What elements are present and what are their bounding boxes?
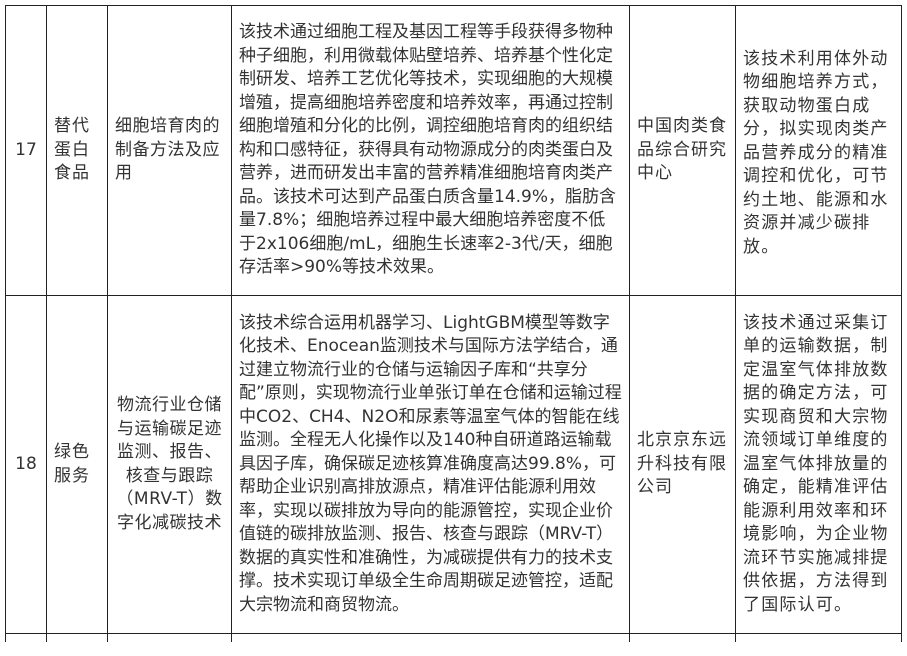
- technology-table: 17 替代蛋白食品 细胞培育肉的制备方法及应用 该技术通过细胞工程及基因工程等手…: [5, 5, 902, 642]
- technology-name-cell: 细胞培育肉的制备方法及应用: [107, 5, 232, 296]
- benefit-cell: 该技术利用体外动物细胞培养方式，获取动物蛋白成分，拟实现肉类产品营养成分的精准调…: [735, 5, 902, 296]
- next-row-stub: [5, 633, 902, 642]
- category-cell: 替代蛋白食品: [46, 5, 108, 296]
- empty-cell: [5, 633, 47, 642]
- empty-cell: [46, 633, 108, 642]
- empty-cell: [231, 633, 630, 642]
- description-cell: 该技术通过细胞工程及基因工程等手段获得多物种种子细胞，利用微载体贴壁培养、培养基…: [231, 5, 630, 296]
- organization-cell: 中国肉类食品综合研究中心: [629, 5, 736, 296]
- row-number: 17: [5, 5, 47, 296]
- technology-name-cell: 物流行业仓储与运输碳足迹监测、报告、核查与跟踪（MRV-T）数字化减碳技术: [107, 295, 232, 634]
- empty-cell: [735, 633, 902, 642]
- description-cell: 该技术综合运用机器学习、LightGBM模型等数字化技术、Enocean监测技术…: [231, 295, 630, 634]
- row-number: 18: [5, 295, 47, 634]
- category-cell: 绿色服务: [46, 295, 108, 634]
- table-row: 18 绿色服务 物流行业仓储与运输碳足迹监测、报告、核查与跟踪（MRV-T）数字…: [5, 295, 902, 634]
- table-row: 17 替代蛋白食品 细胞培育肉的制备方法及应用 该技术通过细胞工程及基因工程等手…: [5, 5, 902, 296]
- benefit-cell: 该技术通过采集订单的运输数据，制定温室气体排放数据的确定方法，可实现商贸和大宗物…: [735, 295, 902, 634]
- organization-cell: 北京京东远升科技有限公司: [629, 295, 736, 634]
- empty-cell: [107, 633, 232, 642]
- empty-cell: [629, 633, 736, 642]
